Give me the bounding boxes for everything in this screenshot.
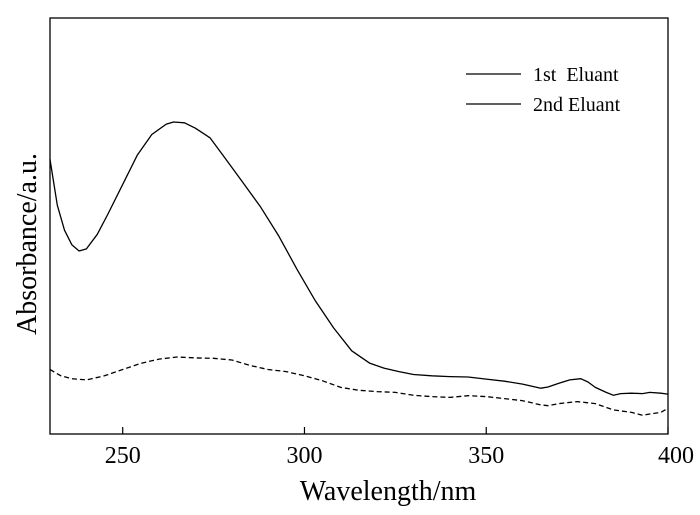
series-line-1: [49, 121, 669, 396]
series-lines: [49, 121, 669, 416]
legend: 1st Eluant 2nd Eluant: [466, 64, 621, 116]
x-tick-label: 300: [286, 443, 322, 469]
series-line-2: [49, 356, 669, 416]
y-axis-title: Absorbance/a.u.: [12, 153, 43, 335]
x-axis-title: Wavelength/nm: [300, 476, 477, 507]
x-tick-label: 350: [468, 443, 504, 469]
legend-label-1: 1st Eluant: [533, 64, 619, 86]
x-tick-label: 250: [105, 443, 141, 469]
plot-frame: [49, 17, 669, 435]
legend-label-2: 2nd Eluant: [533, 94, 621, 116]
x-tick-label: 400: [658, 443, 694, 469]
x-ticks: [122, 427, 669, 434]
x-tick-labels: 250 300 350 400: [105, 443, 694, 469]
